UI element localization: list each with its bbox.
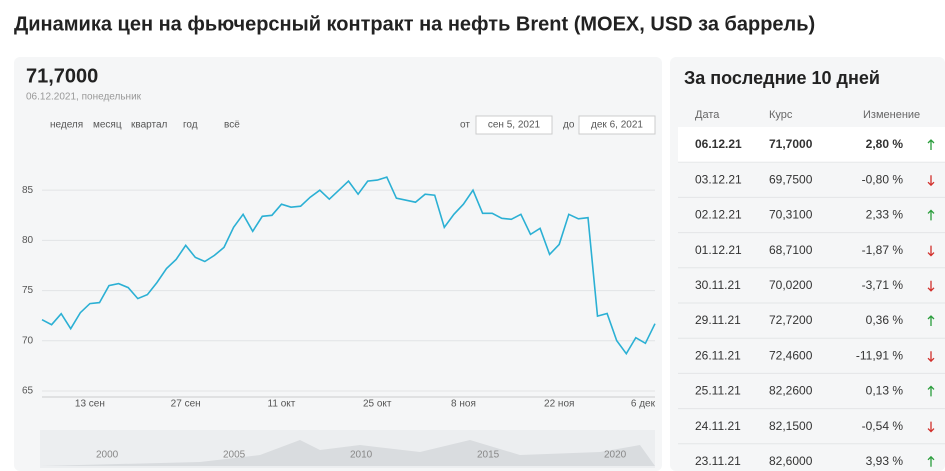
- table-cell: 02.12.21: [695, 208, 742, 222]
- change-arrow: [927, 315, 935, 326]
- change-arrow: [927, 245, 935, 257]
- x-tick-label: 8 ноя: [451, 399, 476, 410]
- table-cell: 70,3100: [769, 208, 813, 222]
- period-button[interactable]: всё: [224, 120, 240, 131]
- table-cell: 82,2600: [769, 384, 813, 398]
- table-cell: 2,80 %: [866, 137, 904, 151]
- x-tick-label: 6 дек: [631, 399, 656, 410]
- table-cell: 2,33 %: [866, 208, 904, 222]
- table-cell: 82,1500: [769, 419, 813, 433]
- table-cell: 03.12.21: [695, 172, 742, 186]
- table-cell: 01.12.21: [695, 243, 742, 257]
- range-from-label: от: [460, 120, 470, 131]
- to-input[interactable]: [578, 115, 656, 135]
- table-cell: 26.11.21: [695, 348, 741, 362]
- range-to: дек 6, 2021: [591, 120, 643, 131]
- period-button[interactable]: квартал: [131, 120, 168, 131]
- y-tick-label: 85: [22, 185, 34, 196]
- y-tick-label: 75: [22, 285, 34, 296]
- table-cell: -0,54 %: [862, 419, 904, 433]
- change-arrow: [927, 175, 935, 187]
- table-cell: 71,7000: [769, 137, 813, 151]
- change-arrow: [927, 280, 935, 292]
- change-arrow: [927, 385, 935, 397]
- x-tick-label: 25 окт: [363, 399, 392, 410]
- from-input[interactable]: [475, 115, 553, 135]
- price-line: [41, 176, 656, 356]
- table-cell: -3,71 %: [862, 278, 904, 292]
- y-tick-label: 70: [22, 335, 34, 346]
- table-cell: 24.11.21: [695, 419, 741, 433]
- table-cell: 72,4600: [769, 348, 813, 362]
- quote-date: 06.12.2021, понедельник: [26, 92, 142, 103]
- table-cell: 25.11.21: [695, 384, 741, 398]
- page-title: Динамика цен на фьючерсный контракт на н…: [14, 13, 815, 35]
- column-header: Курс: [769, 109, 793, 121]
- navigator-label: 2005: [223, 450, 246, 461]
- table-cell: 82,6000: [769, 454, 813, 468]
- x-tick-label: 22 ноя: [544, 399, 574, 410]
- y-tick-label: 80: [22, 235, 34, 246]
- period-button[interactable]: год: [183, 120, 198, 131]
- table-title: За последние 10 дней: [684, 68, 880, 88]
- x-tick-label: 27 сен: [171, 399, 201, 410]
- table-cell: 69,7500: [769, 172, 813, 186]
- change-arrow: [927, 421, 935, 433]
- x-tick-label: 13 сен: [75, 399, 105, 410]
- period-button[interactable]: неделя: [50, 120, 83, 131]
- column-header: Изменение: [863, 109, 920, 121]
- change-arrow: [927, 209, 935, 221]
- table-cell: 3,93 %: [866, 454, 904, 468]
- table-cell: 68,7100: [769, 243, 813, 257]
- table-cell: 29.11.21: [695, 313, 741, 327]
- y-tick-label: 65: [22, 386, 34, 397]
- navigator-label: 2020: [604, 450, 627, 461]
- row-highlight: [678, 127, 945, 163]
- column-header: Дата: [695, 109, 720, 121]
- navigator-label: 2015: [477, 450, 500, 461]
- range-from: сен 5, 2021: [488, 120, 541, 131]
- change-arrow: [927, 351, 935, 363]
- quote-value: 71,7000: [26, 65, 98, 87]
- navigator-area: [40, 440, 655, 466]
- table-cell: -1,87 %: [862, 243, 904, 257]
- table-cell: 0,13 %: [866, 384, 904, 398]
- range-to-label: до: [563, 120, 575, 131]
- change-arrow: [927, 455, 935, 467]
- table-cell: 06.12.21: [695, 137, 742, 151]
- table-cell: -0,80 %: [862, 172, 904, 186]
- table-cell: -11,91 %: [856, 348, 903, 362]
- table-cell: 72,7200: [769, 313, 813, 327]
- navigator-label: 2010: [350, 450, 373, 461]
- x-tick-label: 11 окт: [268, 399, 296, 410]
- change-arrow: [927, 139, 935, 150]
- table-cell: 0,36 %: [866, 313, 904, 327]
- table-cell: 30.11.21: [695, 278, 741, 292]
- chart-panel: [14, 57, 662, 471]
- table-cell: 23.11.21: [695, 454, 741, 468]
- period-button[interactable]: месяц: [93, 120, 122, 131]
- table-cell: 70,0200: [769, 278, 813, 292]
- navigator-label: 2000: [96, 450, 119, 461]
